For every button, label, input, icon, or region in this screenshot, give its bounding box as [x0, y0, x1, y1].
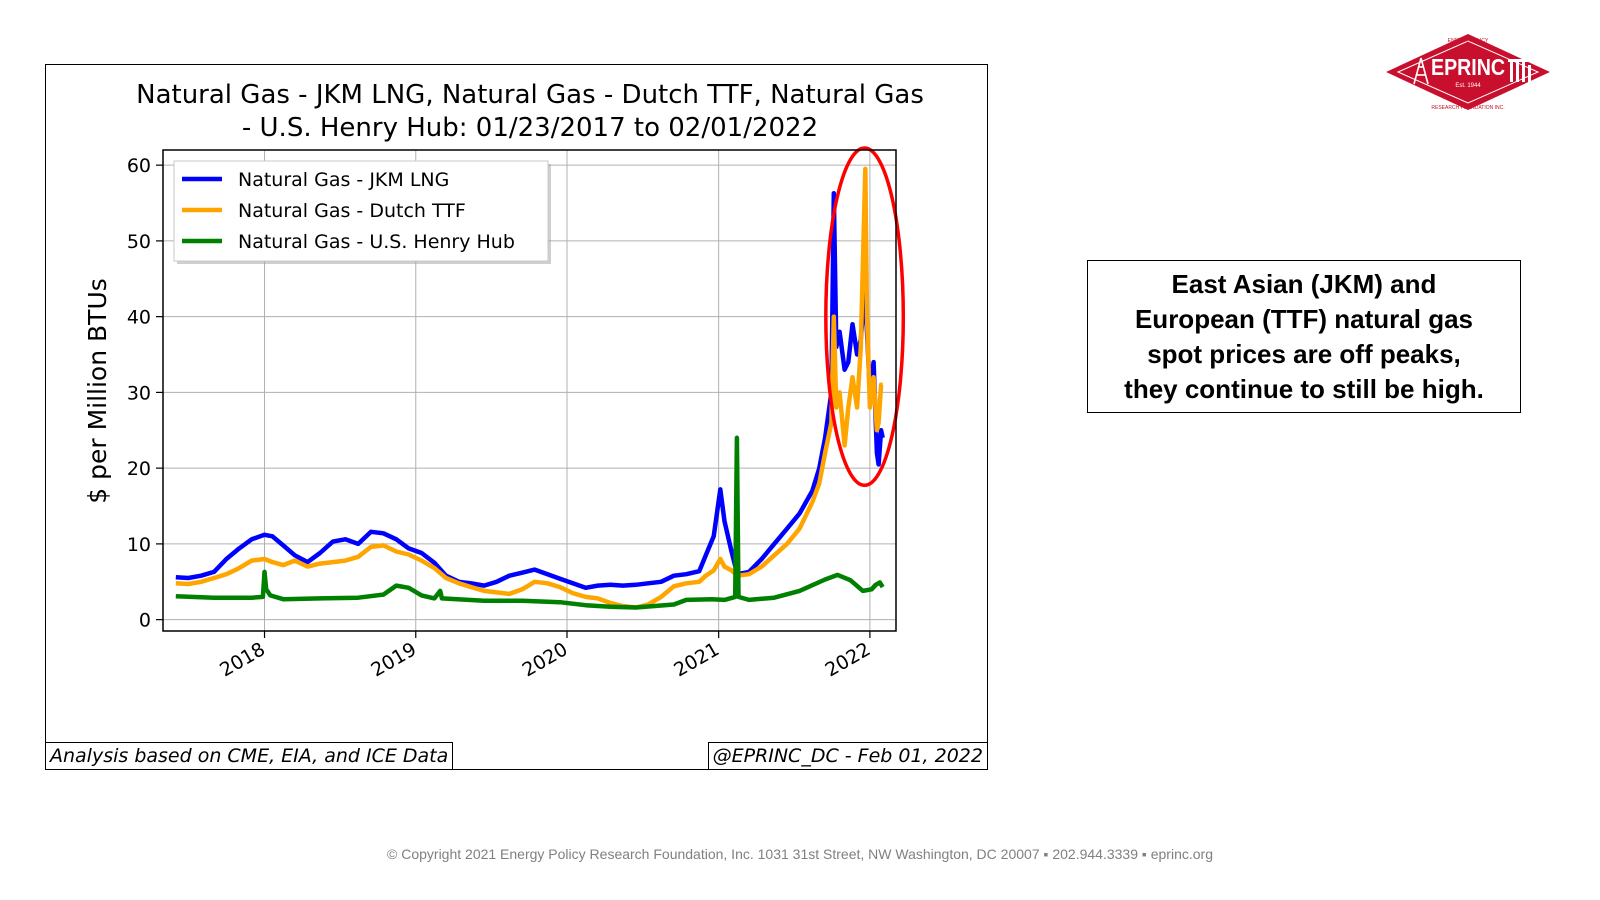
x-tick-label: 2021 — [670, 638, 723, 681]
callout-line-1: East Asian (JKM) and — [1171, 268, 1437, 299]
y-axis-label: $ per Million BTUs — [83, 278, 112, 504]
logo-wordmark: EPRINC — [1431, 54, 1505, 80]
y-tick-label: 0 — [139, 610, 151, 632]
y-tick-label: 10 — [127, 534, 151, 556]
derrick-icon — [1413, 57, 1429, 85]
y-tick-label: 20 — [127, 458, 151, 480]
chart-svg: Natural Gas - JKM LNG, Natural Gas - Dut… — [83, 80, 924, 682]
y-tick-label: 40 — [127, 307, 151, 329]
chart-title-line2: - U.S. Henry Hub: 01/23/2017 to 02/01/20… — [242, 113, 818, 143]
y-tick-label: 60 — [127, 155, 151, 177]
x-tick-label: 2020 — [519, 638, 572, 681]
chart-legend: Natural Gas - JKM LNG Natural Gas - Dutch… — [173, 160, 551, 264]
logo-established: Est. 1944 — [1455, 83, 1481, 89]
callout-line-4: they continue to still be high. — [1124, 373, 1484, 404]
legend-box — [173, 160, 549, 262]
callout-box: East Asian (JKM) and European (TTF) natu… — [1087, 260, 1521, 413]
x-tick-label: 2018 — [216, 638, 269, 681]
logo-arc-top: ENERGY POLICY — [1448, 38, 1489, 44]
chart-frame: Natural Gas - JKM LNG, Natural Gas - Dut… — [45, 64, 988, 770]
legend-label: Natural Gas - JKM LNG — [238, 169, 449, 191]
source-note: Analysis based on CME, EIA, and ICE Data — [45, 742, 454, 770]
logo-diamond — [1386, 34, 1550, 110]
plot-area-border — [162, 149, 897, 632]
logo-arc-bottom: RESEARCH FOUNDATION INC. — [1431, 105, 1504, 111]
highlight-layer — [824, 146, 906, 488]
handle-note: @EPRINC_DC - Feb 01, 2022 — [707, 742, 988, 770]
copyright-footer: © Copyright 2021 Energy Policy Research … — [387, 846, 1213, 862]
callout-line-2: European (TTF) natural gas — [1134, 303, 1473, 334]
series-line-2 — [175, 435, 885, 610]
series-layer — [175, 166, 885, 610]
columns-icon — [1508, 59, 1534, 82]
x-tick-label: 2019 — [367, 638, 420, 681]
series-line-0 — [175, 190, 885, 591]
legend-label: Natural Gas - U.S. Henry Hub — [238, 231, 515, 253]
callout-line-3: spot prices are off peaks, — [1147, 338, 1461, 369]
y-tick-label: 50 — [127, 231, 151, 253]
eprinc-logo: EPRINC Est. 1944 ENERGY POLICY RESEARCH … — [1386, 34, 1550, 111]
y-tick-label: 30 — [127, 382, 151, 404]
legend-label: Natural Gas - Dutch TTF — [238, 200, 466, 222]
x-tick-label: 2022 — [822, 638, 875, 681]
chart-title-line1: Natural Gas - JKM LNG, Natural Gas - Dut… — [136, 80, 924, 110]
highlight-ellipse — [824, 146, 906, 488]
